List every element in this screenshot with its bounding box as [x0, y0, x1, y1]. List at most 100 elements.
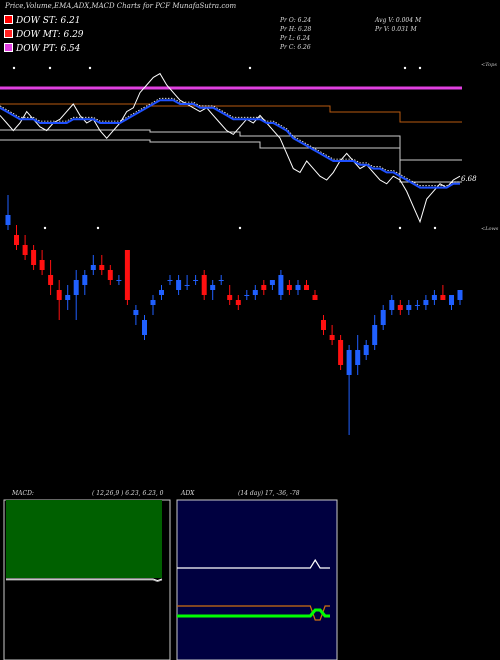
candle-body — [99, 265, 105, 270]
candle-body — [440, 295, 446, 300]
candle-body — [304, 285, 309, 290]
candle-body — [346, 350, 352, 375]
candle-body — [355, 350, 361, 365]
candle-body — [150, 300, 156, 305]
macd-signal-line — [6, 579, 163, 583]
candle-body — [31, 250, 37, 265]
upper-band — [0, 129, 462, 161]
candle-body — [244, 295, 250, 296]
candle-body — [201, 275, 207, 295]
dow-st-swatch — [4, 15, 13, 24]
tops-label: <Tops — [481, 62, 497, 68]
avg-volume: Avg V: 0.004 M — [375, 17, 422, 24]
candle-body — [389, 300, 395, 310]
candle-body — [414, 305, 420, 306]
candle-body — [142, 320, 147, 335]
dow-st-label: DOW ST: 6.21 — [4, 15, 81, 26]
candle-body — [406, 305, 412, 310]
dow-mt-swatch — [4, 29, 13, 38]
candle-body — [286, 285, 292, 290]
candle-body — [14, 235, 19, 245]
candle-body — [295, 285, 301, 290]
pr-low: Pr L: 6.24 — [280, 35, 311, 42]
candle-body — [338, 340, 344, 365]
pr-close: Pr C: 6.26 — [280, 44, 311, 51]
candle-body — [380, 310, 386, 325]
candle-body — [159, 290, 164, 295]
candle-body — [449, 295, 454, 305]
candle-body — [82, 275, 88, 285]
candle-body — [124, 250, 130, 300]
candle-body — [65, 295, 71, 300]
tops-lows-marker — [48, 66, 52, 70]
dow-st-text: DOW ST: 6.21 — [16, 16, 81, 26]
candle-body — [107, 270, 113, 280]
candle-body — [176, 280, 182, 290]
candle-body — [235, 300, 241, 305]
candle-body — [184, 285, 190, 286]
dow-mt-label: DOW MT: 6.29 — [4, 29, 84, 40]
candle-body — [210, 285, 216, 290]
tops-lows-marker — [43, 226, 47, 230]
adx-title: ADX — [181, 490, 195, 497]
lows-label: <Lows — [481, 226, 499, 232]
candle-body — [5, 215, 11, 225]
dow-pt-swatch — [4, 43, 13, 52]
candle-body — [372, 325, 378, 345]
candle-body — [269, 280, 275, 285]
candle-body — [193, 280, 199, 281]
adx-params: (14 day) 17, -36, -78 — [238, 490, 300, 497]
candle-body — [363, 345, 369, 355]
tops-lows-marker — [88, 66, 92, 70]
candle-body — [39, 260, 45, 270]
candle-body — [116, 280, 122, 281]
candle-body — [22, 245, 28, 255]
ema-blue-line — [0, 99, 460, 189]
price-line — [0, 72, 461, 224]
pr-open: Pr O: 6.24 — [280, 17, 312, 24]
adx-di-plus-line — [177, 558, 330, 569]
tops-lows-marker — [238, 226, 242, 230]
tops-lows-marker — [12, 66, 16, 70]
candle-body — [167, 280, 173, 281]
tops-lows-marker — [403, 66, 407, 70]
adx-panel-frame — [176, 499, 338, 660]
adx-line — [177, 608, 330, 618]
candle-body — [278, 275, 284, 295]
candle-body — [133, 310, 139, 315]
pr-high: Pr H: 6.28 — [280, 26, 312, 33]
candle-body — [321, 320, 326, 330]
candle-body — [261, 285, 267, 290]
tops-lows-marker — [96, 226, 100, 230]
ema-dotted-line — [0, 97, 460, 187]
candle-body — [252, 290, 258, 295]
resistance-line — [0, 103, 462, 123]
candle-body — [312, 295, 318, 300]
tops-lows-marker — [433, 226, 437, 230]
candle-body — [431, 295, 437, 300]
macd-params: ( 12,26,9 ) 6.23, 6.23, 0 — [92, 490, 164, 497]
macd-line — [6, 578, 163, 582]
chart-title: Price,Volume,EMA,ADX,MACD Charts for PCF… — [5, 2, 237, 10]
pr-volume: Pr V: 0.031 M — [375, 26, 417, 33]
dow-mt-text: DOW MT: 6.29 — [16, 30, 84, 40]
candle-body — [227, 295, 233, 300]
candle-body — [56, 290, 62, 300]
candle-body — [218, 280, 224, 281]
macd-positive-area — [6, 500, 162, 578]
adx-di-minus-line — [177, 605, 330, 621]
candle-body — [90, 265, 96, 270]
lower-band — [0, 139, 462, 183]
tops-lows-marker — [418, 66, 422, 70]
candle-body — [457, 290, 463, 300]
tops-lows-marker — [398, 226, 402, 230]
candle-body — [48, 275, 54, 285]
dow-pt-text: DOW PT: 6.54 — [16, 44, 81, 54]
candle-body — [73, 280, 79, 295]
dow-pt-label: DOW PT: 6.54 — [4, 43, 80, 54]
price-label: 6.68 — [461, 175, 477, 183]
tops-lows-marker — [248, 66, 252, 70]
candle-body — [397, 305, 403, 310]
candle-body — [329, 335, 335, 340]
